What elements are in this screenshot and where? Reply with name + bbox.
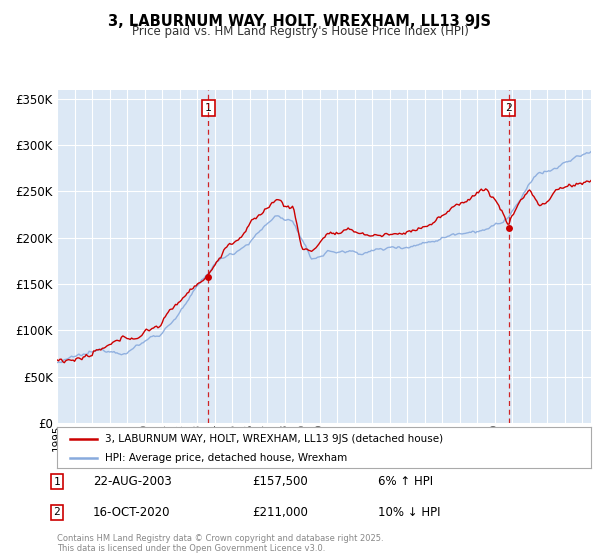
- Text: 16-OCT-2020: 16-OCT-2020: [93, 506, 170, 519]
- Text: HPI: Average price, detached house, Wrexham: HPI: Average price, detached house, Wrex…: [105, 452, 347, 463]
- Text: 3, LABURNUM WAY, HOLT, WREXHAM, LL13 9JS: 3, LABURNUM WAY, HOLT, WREXHAM, LL13 9JS: [109, 14, 491, 29]
- Text: Contains HM Land Registry data © Crown copyright and database right 2025.
This d: Contains HM Land Registry data © Crown c…: [57, 534, 383, 553]
- Text: 1: 1: [53, 477, 61, 487]
- Text: 6% ↑ HPI: 6% ↑ HPI: [378, 475, 433, 488]
- Text: 3, LABURNUM WAY, HOLT, WREXHAM, LL13 9JS (detached house): 3, LABURNUM WAY, HOLT, WREXHAM, LL13 9JS…: [105, 433, 443, 444]
- Text: 10% ↓ HPI: 10% ↓ HPI: [378, 506, 440, 519]
- Text: £157,500: £157,500: [252, 475, 308, 488]
- Text: 2: 2: [53, 507, 61, 517]
- Text: £211,000: £211,000: [252, 506, 308, 519]
- Text: 22-AUG-2003: 22-AUG-2003: [93, 475, 172, 488]
- Text: 2: 2: [505, 103, 512, 113]
- Text: Price paid vs. HM Land Registry's House Price Index (HPI): Price paid vs. HM Land Registry's House …: [131, 25, 469, 38]
- Text: 1: 1: [205, 103, 212, 113]
